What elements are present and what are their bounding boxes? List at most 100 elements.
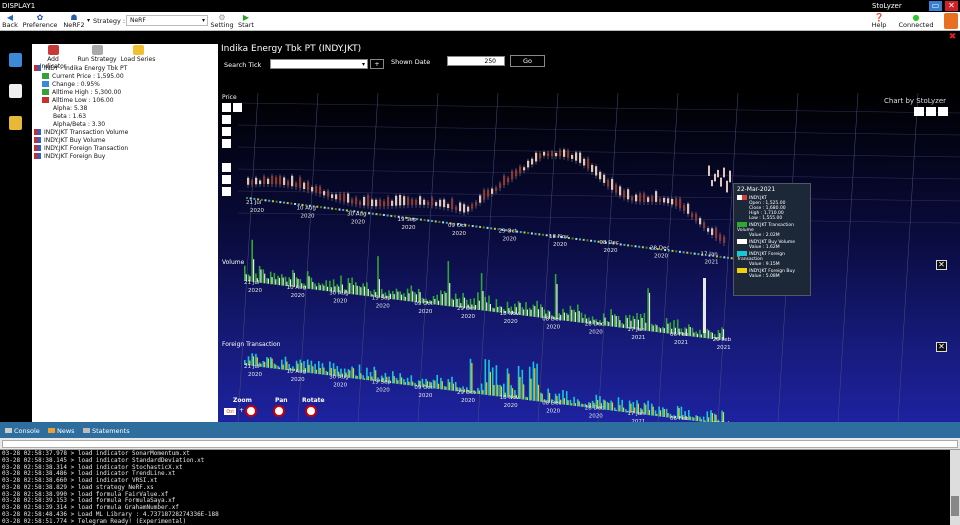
back-button[interactable]: ◀ Back (2, 13, 18, 29)
foreign-buy-bar (386, 376, 388, 383)
rectangle-icon[interactable] (222, 139, 231, 148)
price-panel-title: Price (222, 94, 237, 101)
go-button[interactable]: Go (510, 55, 545, 67)
draw-icon[interactable] (914, 107, 924, 116)
foreign-buy-bar (264, 361, 266, 368)
buy-volume-bar (304, 285, 306, 289)
console-line: 03-28 02:58:39.314 > load formula Graham… (2, 504, 180, 511)
axis-tick-label: 10 Aug (297, 206, 317, 212)
foreign-buy-bar (430, 382, 432, 388)
tab-statements[interactable]: Statements (83, 427, 130, 435)
volume-close-icon[interactable]: ✕ (936, 260, 947, 270)
foreign-buy-bar (645, 404, 647, 415)
console-scrollbar[interactable] (950, 450, 960, 525)
foreign-buy-bar (497, 384, 499, 397)
axis-tick-label: 08 Dec (542, 400, 561, 406)
setting-button[interactable]: ⚙ Setting (210, 13, 234, 29)
exit-icon[interactable] (944, 13, 958, 29)
volume-dot (353, 210, 356, 213)
chart-canvas[interactable]: 21 Jul 2020 10 Aug 2020 30 Aug 2020 19 Sep 2020… (218, 93, 960, 422)
preference-button[interactable]: ✿ Preference (22, 13, 58, 29)
axis-tick-label: 2020 (402, 225, 416, 231)
close-icon[interactable]: ✕ (945, 1, 958, 11)
foreign-bar (599, 396, 601, 410)
foreign-buy-bar (253, 356, 255, 366)
command-input[interactable] (2, 440, 958, 448)
pointer-icon[interactable] (222, 103, 231, 112)
plus-icon[interactable] (926, 107, 936, 116)
foreign-bar (306, 359, 309, 373)
foreign-close-icon[interactable]: ✕ (936, 342, 947, 352)
hand-icon[interactable] (233, 103, 242, 112)
foreign-bar (321, 363, 324, 375)
notes-icon[interactable] (9, 116, 22, 130)
buy-volume-bar (693, 332, 695, 337)
buy-volume-bar (264, 273, 266, 284)
candle (647, 197, 650, 202)
drag-icon[interactable] (222, 175, 231, 184)
restore-icon[interactable]: ▭ (929, 1, 942, 11)
tree-series-item[interactable]: INDY.JKT Buy Volume (34, 137, 105, 145)
candle (726, 180, 728, 193)
dice-icon[interactable] (9, 84, 22, 98)
volume-bar (491, 307, 494, 312)
strategy-select[interactable]: NeRF ▾ (126, 15, 208, 26)
foreign-buy-bar (708, 417, 710, 422)
camera-icon[interactable] (938, 107, 948, 116)
volume-dot (593, 240, 596, 243)
nerf2-button[interactable]: ☗ NeRF2 (63, 13, 85, 29)
volume-dot (486, 226, 489, 229)
grid-line (237, 124, 960, 136)
tree-root[interactable]: INDY - Indika Energy Tbk PT (34, 65, 127, 73)
foreign-bar (547, 388, 549, 403)
candle (331, 194, 334, 198)
volume-dot (349, 209, 352, 212)
foreign-buy-bar (389, 380, 392, 383)
volume-bar (299, 279, 302, 288)
crosshair-icon[interactable] (222, 163, 231, 172)
foreign-bar (432, 379, 435, 389)
axis-tick-label: 2020 (504, 403, 518, 409)
shown-date-input[interactable]: 250 (447, 56, 505, 66)
scrollbar-thumb[interactable] (951, 496, 959, 516)
volume-dot (290, 202, 293, 205)
foreign-bar (658, 406, 660, 417)
run-strategy-button[interactable]: Run Strategy (77, 45, 117, 63)
foreign-buy-bar (297, 363, 299, 372)
foreign-buy-bar (508, 373, 510, 398)
axis-tick-label: 2021 (631, 335, 645, 341)
volume-bar (410, 285, 413, 302)
foreign-buy-bar (408, 381, 410, 386)
foreign-bar (610, 400, 612, 411)
volume-bar (540, 304, 542, 318)
axis-tick-label: 18 Nov (549, 234, 569, 240)
foreign-buy-bar (541, 393, 543, 402)
foreign-bar (614, 407, 616, 411)
buy-volume-bar (689, 327, 691, 337)
pencil-icon[interactable] (222, 127, 231, 136)
candle (559, 149, 562, 157)
tab-news[interactable]: News (48, 427, 75, 435)
candle (603, 174, 606, 183)
buy-volume-bar (615, 316, 617, 327)
axis-tick-label: 2020 (333, 298, 347, 304)
load-series-button[interactable]: Load Series (120, 45, 156, 63)
console-line: 03-28 02:58:48.436 > Load ML Library : 4… (2, 510, 219, 518)
volume-bar (292, 270, 294, 287)
volume-dot (682, 251, 685, 254)
line-icon[interactable] (222, 115, 231, 124)
tree-series-item[interactable]: INDY.JKT Transaction Volume (34, 129, 128, 137)
add-tick-button[interactable]: + (370, 59, 384, 69)
tab-console[interactable]: Console (5, 427, 40, 435)
tree-series-item[interactable]: INDY.JKT Foreign Buy (34, 153, 105, 161)
add-indicator-button[interactable]: Add Indicator (33, 45, 73, 70)
volume-dot (627, 244, 630, 247)
search-tick-input[interactable]: ▾ (270, 59, 368, 69)
help-button[interactable]: ❓ Help (869, 13, 889, 29)
start-button[interactable]: ▶ Start (236, 13, 256, 29)
volume-bar (680, 328, 683, 336)
notebook-icon[interactable] (9, 53, 22, 67)
eraser-icon[interactable] (222, 187, 231, 196)
buy-volume-bar (530, 309, 532, 317)
tree-series-item[interactable]: INDY.JKT Foreign Transaction (34, 145, 128, 153)
